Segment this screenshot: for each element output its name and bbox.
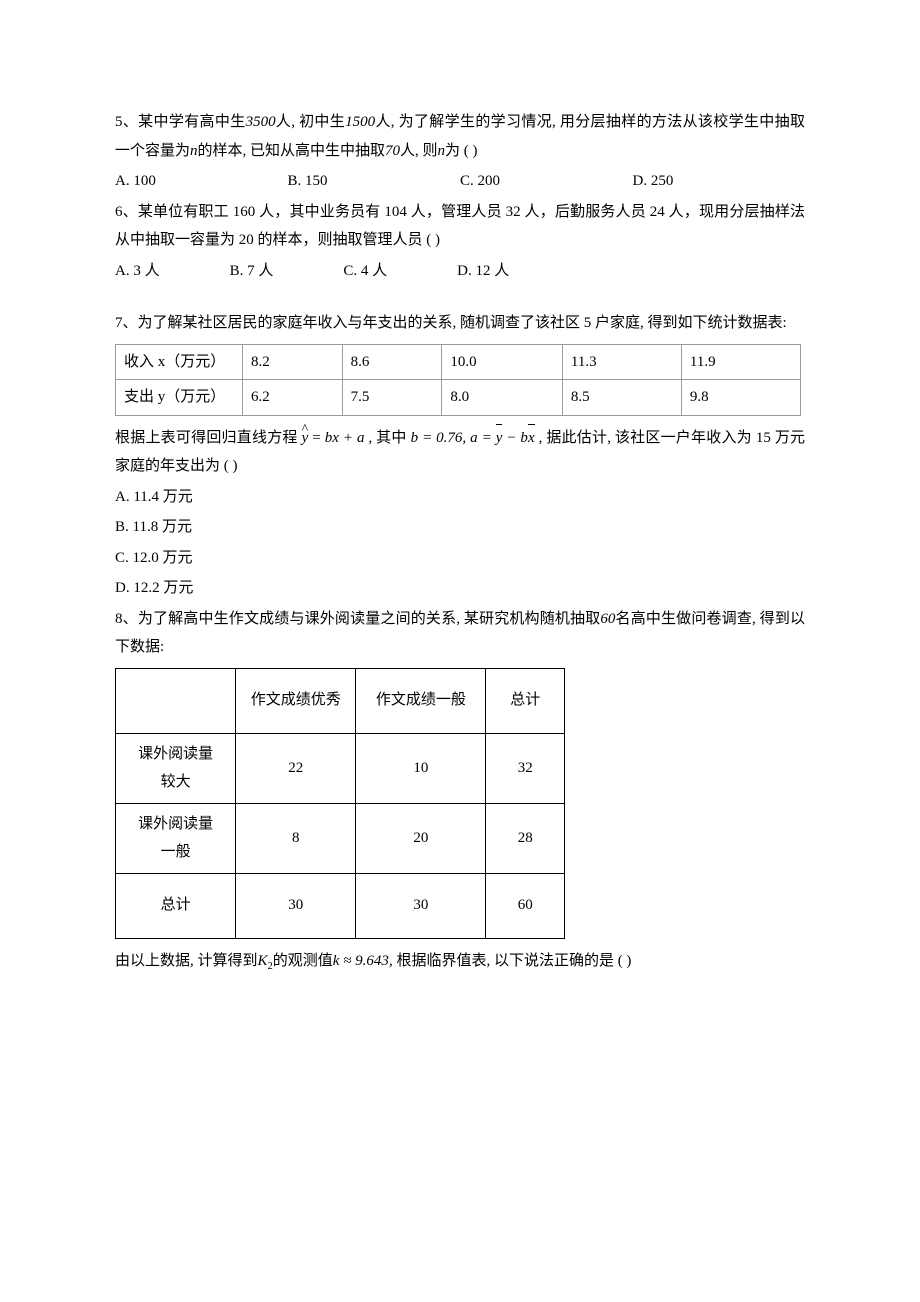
q8-k2: K2 bbox=[258, 953, 273, 969]
q8-table: 作文成绩优秀 作文成绩一般 总计 课外阅读量较大 22 10 32 课外阅读量一… bbox=[115, 668, 565, 939]
bar-y: y bbox=[496, 424, 503, 453]
q8-after: 由以上数据, 计算得到K2的观测值k ≈ 9.643, 根据临界值表, 以下说法… bbox=[115, 947, 805, 977]
q7-table: 收入 x（万元） 8.2 8.6 10.0 11.3 11.9 支出 y（万元）… bbox=[115, 344, 801, 416]
eq-bval: b = 0.76, a = bbox=[411, 430, 496, 446]
q7-r1c5: 11.9 bbox=[681, 344, 800, 380]
q7-r2-label: 支出 y（万元） bbox=[116, 380, 243, 416]
table-row: 总计 30 30 60 bbox=[116, 873, 565, 938]
q7-r2c4: 8.5 bbox=[562, 380, 681, 416]
lbl-a: 课外阅读量 bbox=[138, 746, 213, 762]
q7-r1c3: 10.0 bbox=[442, 344, 563, 380]
q7-opt-c: C. 12.0 万元 bbox=[115, 544, 805, 573]
q8-r3c1: 30 bbox=[236, 873, 356, 938]
lbl-a: 课外阅读量 bbox=[138, 816, 213, 832]
q5-n1: n bbox=[190, 143, 198, 159]
q5-tf: 为 ( ) bbox=[445, 143, 478, 159]
q7-after: 根据上表可得回归直线方程 y = bx + a , 其中 b = 0.76, a… bbox=[115, 424, 805, 481]
q8-r1c2: 10 bbox=[356, 733, 486, 803]
q7-r1-label: 收入 x（万元） bbox=[116, 344, 243, 380]
q6-opt-b: B. 7 人 bbox=[230, 257, 274, 286]
q8-r2-label: 课外阅读量一般 bbox=[116, 803, 236, 873]
lbl-b: 一般 bbox=[161, 844, 191, 860]
q7-opt-b: B. 11.8 万元 bbox=[115, 513, 805, 542]
q8-h3: 总计 bbox=[486, 668, 565, 733]
q7-ab: , 其中 bbox=[368, 430, 406, 446]
document-page: 5、某中学有高中生3500人, 初中生1500人, 为了解学生的学习情况, 用分… bbox=[0, 0, 920, 1302]
q5-options: A. 100 B. 150 C. 200 D. 250 bbox=[115, 167, 805, 196]
q8-60: 60 bbox=[600, 611, 615, 627]
q5-opt-a: A. 100 bbox=[115, 167, 288, 196]
q8-r3-label: 总计 bbox=[116, 873, 236, 938]
eq-minus: − b bbox=[502, 430, 528, 446]
q5-n2: n bbox=[438, 143, 446, 159]
q8-intro: 8、为了解高中生作文成绩与课外阅读量之间的关系, 某研究机构随机抽取60名高中生… bbox=[115, 605, 805, 662]
q8-h1: 作文成绩优秀 bbox=[236, 668, 356, 733]
q7-r2c1: 6.2 bbox=[243, 380, 343, 416]
q7-r2c3: 8.0 bbox=[442, 380, 563, 416]
q8-aa: 由以上数据, 计算得到 bbox=[115, 953, 258, 969]
q5-text: 5、某中学有高中生 bbox=[115, 114, 246, 130]
q6-opt-c: C. 4 人 bbox=[343, 257, 387, 286]
q5-stem: 5、某中学有高中生3500人, 初中生1500人, 为了解学生的学习情况, 用分… bbox=[115, 108, 805, 165]
q5-tb: 人, 初中生 bbox=[276, 114, 346, 130]
lbl-b: 较大 bbox=[161, 774, 191, 790]
q8-kobs: k ≈ 9.643 bbox=[333, 953, 389, 969]
q5-v3: 70 bbox=[385, 143, 400, 159]
q6-stem: 6、某单位有职工 160 人，其中业务员有 104 人，管理人员 32 人，后勤… bbox=[115, 198, 805, 255]
q7-aa: 根据上表可得回归直线方程 bbox=[115, 430, 298, 446]
table-row: 支出 y（万元） 6.2 7.5 8.0 8.5 9.8 bbox=[116, 380, 801, 416]
q8-r1c3: 32 bbox=[486, 733, 565, 803]
q8-r2c3: 28 bbox=[486, 803, 565, 873]
table-row: 作文成绩优秀 作文成绩一般 总计 bbox=[116, 668, 565, 733]
hat-y: y bbox=[302, 424, 309, 453]
q7-intro: 7、为了解某社区居民的家庭年收入与年支出的关系, 随机调查了该社区 5 户家庭,… bbox=[115, 309, 805, 338]
q5-opt-d: D. 250 bbox=[633, 167, 806, 196]
q5-v1: 3500 bbox=[246, 114, 276, 130]
table-row: 课外阅读量一般 8 20 28 bbox=[116, 803, 565, 873]
q8-h2: 作文成绩一般 bbox=[356, 668, 486, 733]
q7-opt-a: A. 11.4 万元 bbox=[115, 483, 805, 512]
q8-h0 bbox=[116, 668, 236, 733]
table-row: 收入 x（万元） 8.2 8.6 10.0 11.3 11.9 bbox=[116, 344, 801, 380]
q8-ab: 的观测值 bbox=[273, 953, 333, 969]
q8-r2c1: 8 bbox=[236, 803, 356, 873]
bar-x: x bbox=[528, 424, 535, 453]
q5-v2: 1500 bbox=[345, 114, 375, 130]
q8-ia: 8、为了解高中生作文成绩与课外阅读量之间的关系, 某研究机构随机抽取 bbox=[115, 611, 600, 627]
q7-eq2: b = 0.76, a = y − bx bbox=[411, 430, 535, 446]
q5-te: 人, 则 bbox=[400, 143, 438, 159]
q6-options: A. 3 人 B. 7 人 C. 4 人 D. 12 人 bbox=[115, 257, 805, 286]
eq-eq: = bbox=[308, 430, 324, 446]
q7-r2c2: 7.5 bbox=[342, 380, 442, 416]
q5-td: 的样本, 已知从高中生中抽取 bbox=[198, 143, 386, 159]
q8-ac: , 根据临界值表, 以下说法正确的是 ( ) bbox=[389, 953, 632, 969]
q7-r1c1: 8.2 bbox=[243, 344, 343, 380]
table-row: 课外阅读量较大 22 10 32 bbox=[116, 733, 565, 803]
q8-r3c3: 60 bbox=[486, 873, 565, 938]
q7-r1c4: 11.3 bbox=[562, 344, 681, 380]
q6-opt-a: A. 3 人 bbox=[115, 257, 160, 286]
q8-r2c2: 20 bbox=[356, 803, 486, 873]
q7-r2c5: 9.8 bbox=[681, 380, 800, 416]
q8-r3c2: 30 bbox=[356, 873, 486, 938]
q5-opt-c: C. 200 bbox=[460, 167, 633, 196]
q6-opt-d: D. 12 人 bbox=[457, 257, 509, 286]
kvar: K bbox=[258, 953, 268, 969]
q7-eq1: y = bx + a bbox=[302, 430, 365, 446]
q8-r1c1: 22 bbox=[236, 733, 356, 803]
q5-opt-b: B. 150 bbox=[288, 167, 461, 196]
q7-r1c2: 8.6 bbox=[342, 344, 442, 380]
eq-bxa: bx + a bbox=[325, 430, 365, 446]
q7-opt-d: D. 12.2 万元 bbox=[115, 574, 805, 603]
q8-r1-label: 课外阅读量较大 bbox=[116, 733, 236, 803]
